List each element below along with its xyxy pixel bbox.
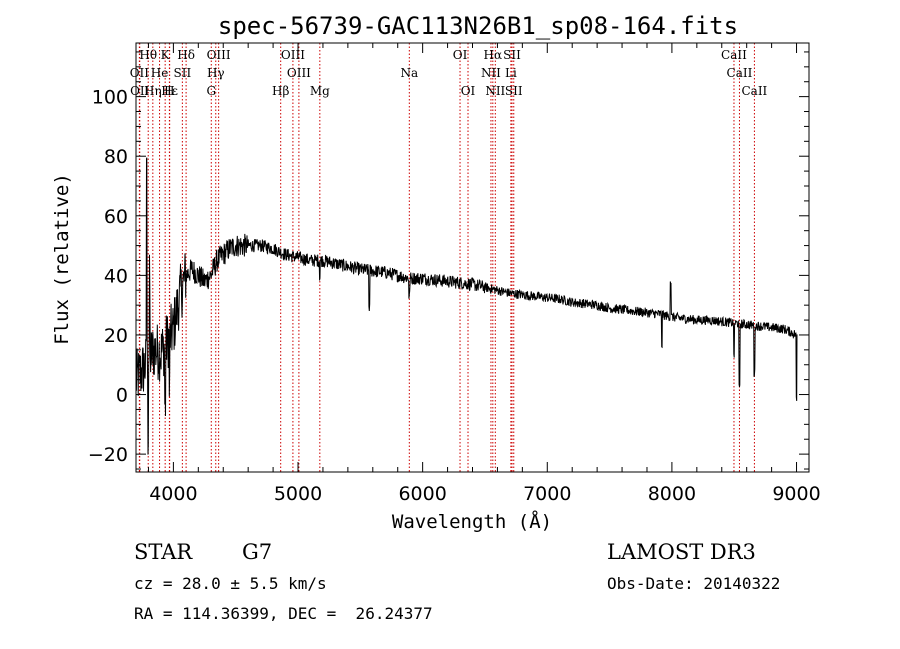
- line-label: OI: [453, 48, 468, 62]
- line-label: Hη: [144, 84, 162, 98]
- y-tick-label: 40: [104, 265, 128, 287]
- line-label: OII: [130, 66, 150, 80]
- y-axis-label: Flux (relative): [51, 173, 73, 345]
- spectral-line-markers: [138, 43, 755, 472]
- line-label: NII: [481, 66, 501, 80]
- x-tick-label: 6000: [398, 483, 446, 505]
- line-label: Hα: [484, 48, 503, 62]
- line-label: CaII: [727, 66, 753, 80]
- x-tick-label: 7000: [523, 483, 571, 505]
- x-axis-ticks: 4000 5000 6000 7000 8000 9000: [147, 43, 821, 505]
- line-label: Na: [400, 66, 418, 80]
- x-tick-label: 4000: [149, 483, 197, 505]
- chart-title: spec-56739-GAC113N26B1_sp08-164.fits: [218, 12, 738, 40]
- line-label: Mg: [310, 84, 330, 98]
- line-label: Hγ: [207, 66, 225, 80]
- line-label: CaII: [741, 84, 767, 98]
- y-tick-label: 20: [104, 325, 128, 347]
- y-tick-label: −20: [88, 444, 128, 466]
- line-label: Hε: [161, 84, 178, 98]
- redshift-text: cz = 28.0 ± 5.5 km/s: [134, 574, 327, 593]
- y-tick-label: 0: [116, 385, 128, 407]
- coordinates-text: RA = 114.36399, DEC = 26.24377: [134, 604, 433, 623]
- line-label: He: [151, 66, 169, 80]
- y-tick-label: 100: [92, 87, 128, 109]
- line-label: Hδ: [177, 48, 195, 62]
- x-tick-label: 5000: [274, 483, 322, 505]
- survey-name: LAMOST DR3: [607, 540, 756, 564]
- obs-date: Obs-Date: 20140322: [607, 574, 780, 593]
- line-label: OIII: [287, 66, 311, 80]
- line-label: CaII: [721, 48, 747, 62]
- line-label: OIII: [281, 48, 305, 62]
- line-label: H: [164, 84, 174, 98]
- line-label: Hθ: [139, 48, 157, 62]
- line-label: Hβ: [272, 84, 289, 98]
- line-label: OII: [130, 84, 150, 98]
- line-label: K: [161, 48, 171, 62]
- line-label: SII: [174, 66, 192, 80]
- object-class: STAR: [134, 540, 193, 564]
- spectrum-line: [135, 157, 798, 455]
- object-subclass: G7: [242, 540, 272, 564]
- line-label: G: [206, 84, 216, 98]
- line-label: OI: [461, 84, 476, 98]
- plot-frame: [135, 42, 810, 473]
- y-tick-label: 80: [104, 146, 128, 168]
- x-tick-label: 9000: [772, 483, 820, 505]
- line-label: NII: [485, 84, 505, 98]
- line-label: Li: [505, 66, 517, 80]
- line-label: SII: [505, 84, 523, 98]
- x-tick-label: 8000: [648, 483, 696, 505]
- y-axis-ticks: −20 0 20 40 60 80 100: [88, 51, 809, 470]
- line-label: OIII: [207, 48, 231, 62]
- x-axis-label: Wavelength (Å): [392, 510, 552, 533]
- y-tick-label: 60: [104, 206, 128, 228]
- line-label: SII: [503, 48, 521, 62]
